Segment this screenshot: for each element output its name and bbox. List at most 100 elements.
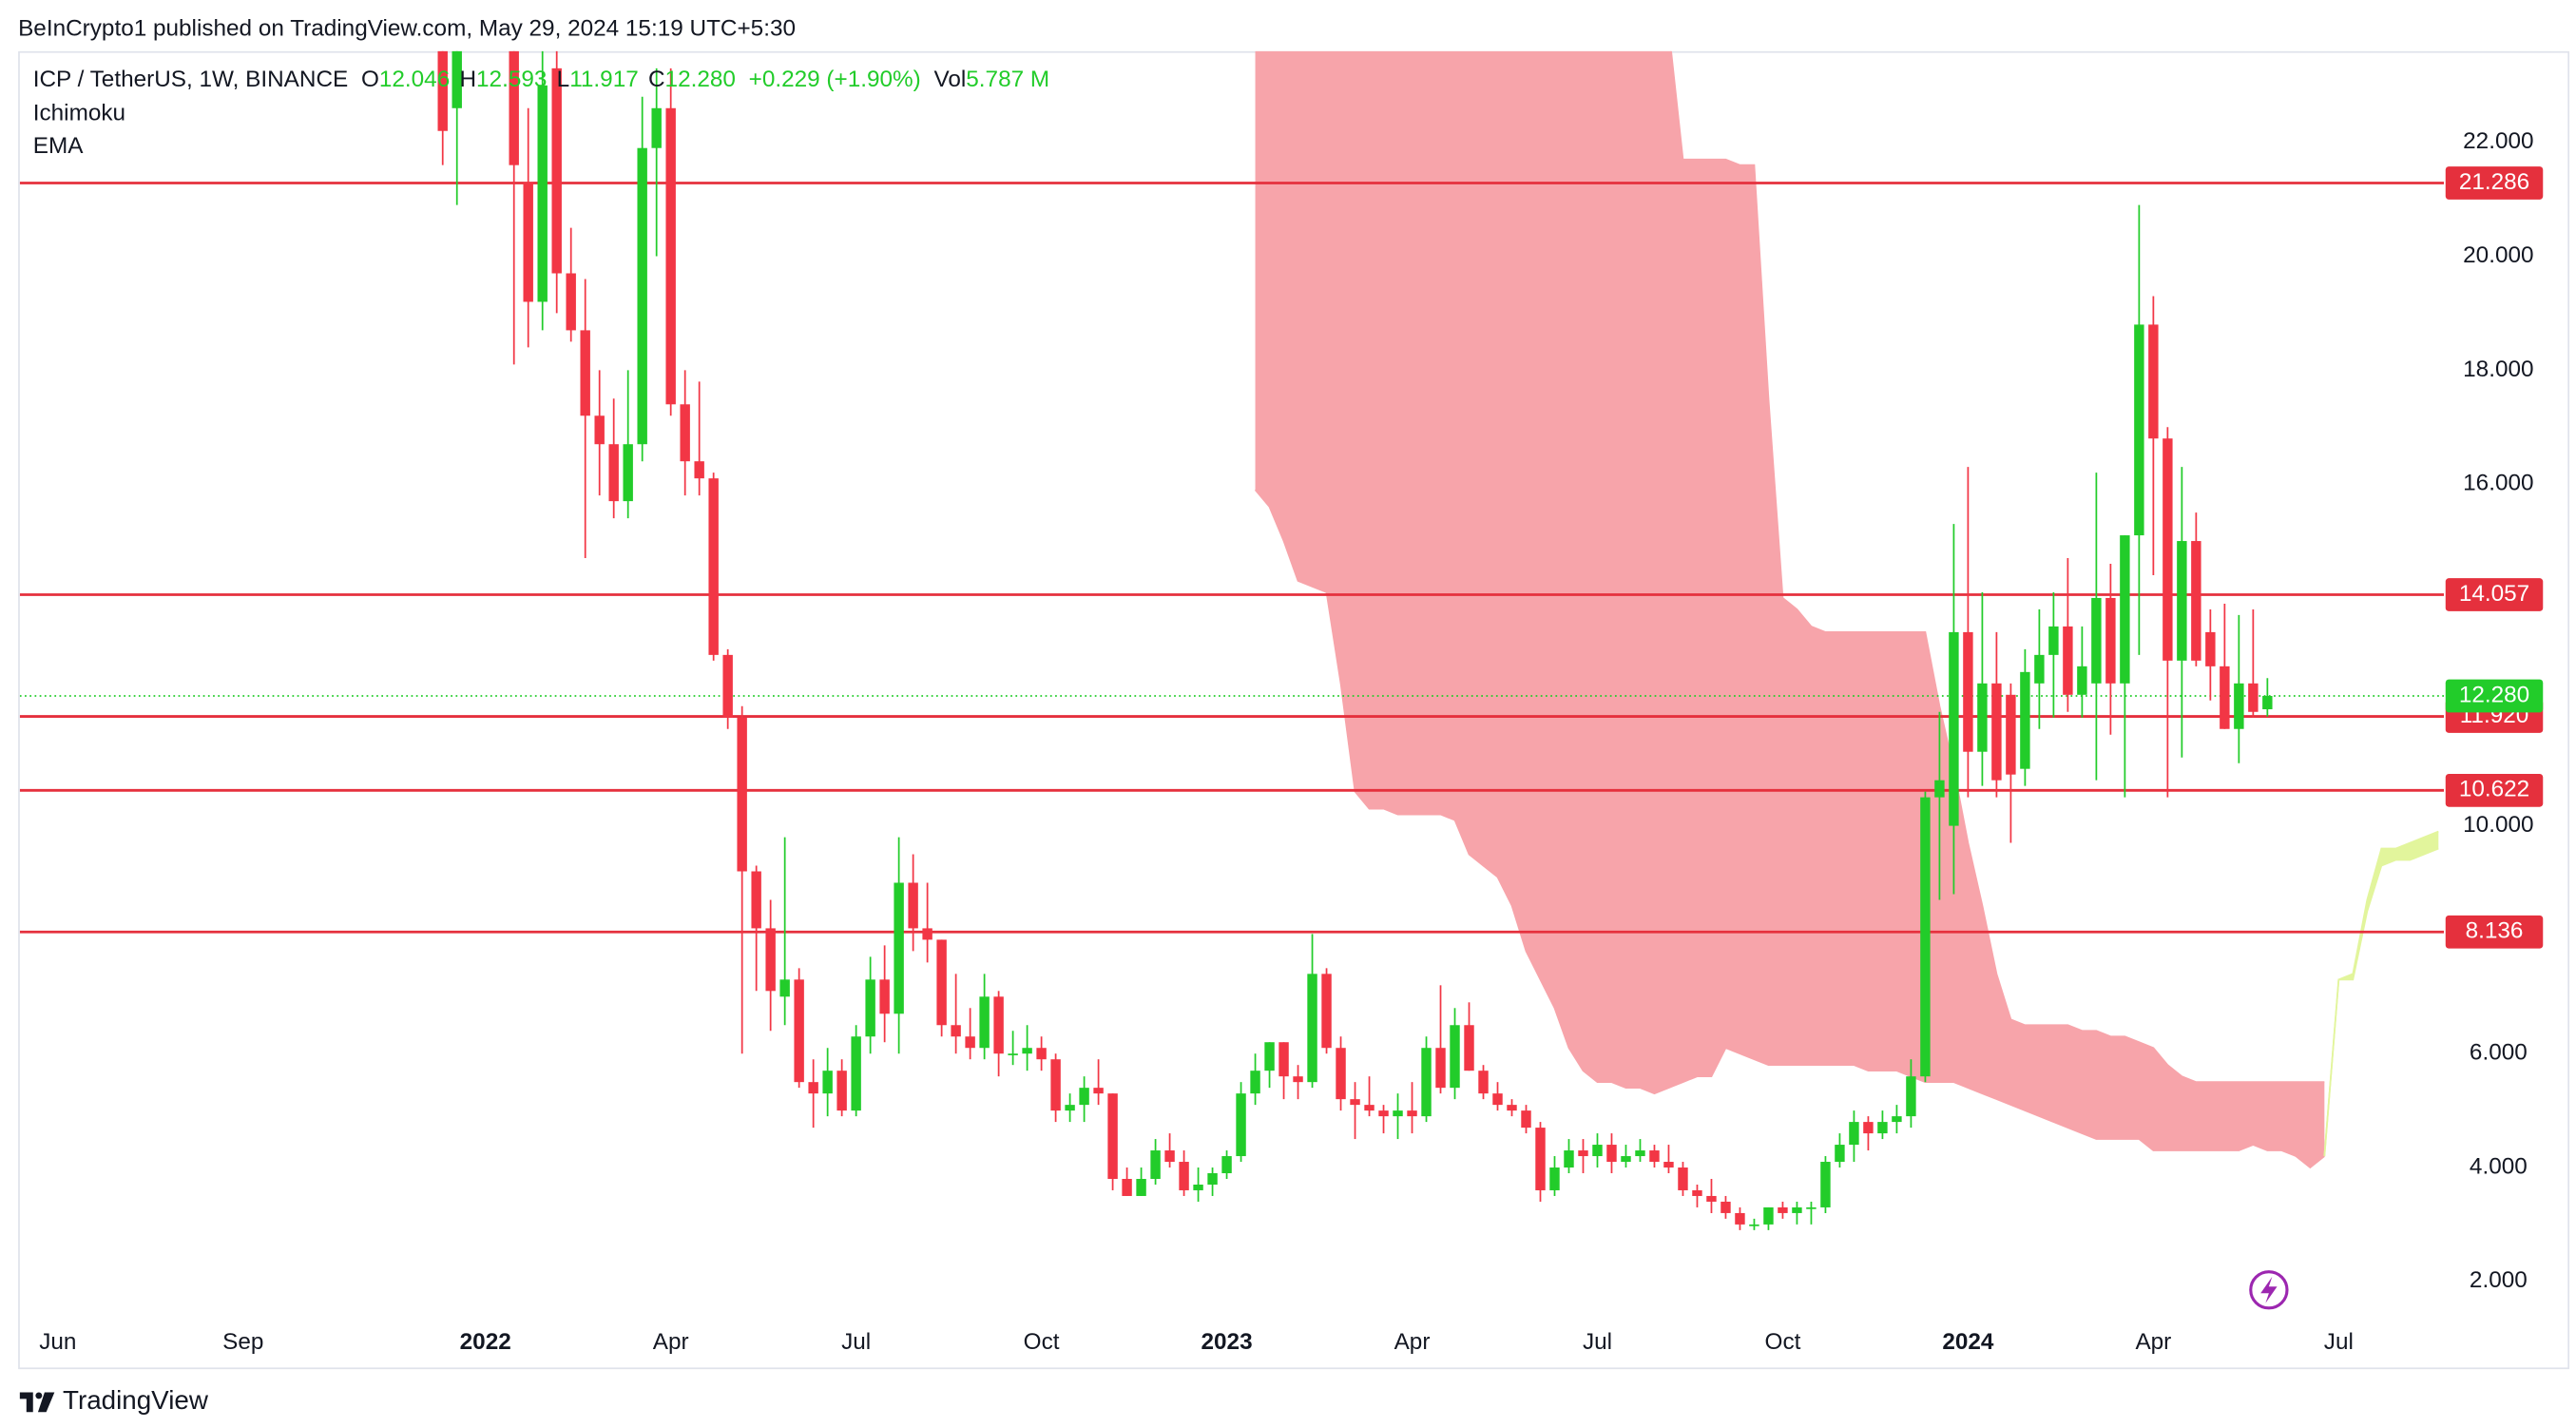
level-label: 10.622 <box>2459 777 2529 802</box>
candle-body <box>737 717 747 872</box>
high-value: 12.593 <box>476 68 547 93</box>
plot-area <box>19 50 2445 1230</box>
candle-body <box>594 415 605 445</box>
candle-body <box>879 979 890 1014</box>
candle-body <box>908 882 918 929</box>
x-tick-label: Jul <box>1583 1329 1612 1355</box>
candle-body <box>1435 1048 1446 1089</box>
candle-body <box>1963 631 1973 752</box>
candle-body <box>1678 1167 1688 1190</box>
close-label: C <box>648 68 665 93</box>
candle-body <box>1564 1150 1574 1168</box>
candle-body <box>1321 974 1332 1049</box>
candle-body <box>2234 683 2244 729</box>
low-label: L <box>557 68 570 93</box>
candle-body <box>2048 626 2059 655</box>
level-tag <box>2445 915 2544 949</box>
candle-body <box>794 979 804 1083</box>
candle-body <box>1507 1105 1517 1111</box>
candle-body <box>2134 324 2144 536</box>
candle-body <box>1036 1048 1047 1060</box>
vol-value: 5.787 M <box>966 68 1049 93</box>
x-tick-label: Sep <box>222 1329 263 1355</box>
candle-body <box>951 1025 961 1037</box>
candle-body <box>1136 1178 1146 1196</box>
candle-body <box>665 107 676 405</box>
candle-body <box>1521 1110 1531 1129</box>
candle-body <box>566 273 576 331</box>
candle-body <box>1892 1116 1902 1123</box>
candle-body <box>1635 1150 1645 1157</box>
icon-ring <box>2249 1270 2289 1310</box>
candle-body <box>1093 1088 1104 1094</box>
last-price-tag <box>2445 679 2544 713</box>
candle-body <box>2163 438 2173 661</box>
candle-body <box>1164 1150 1175 1163</box>
close-value: 12.280 <box>665 68 736 93</box>
candle-body <box>437 50 448 131</box>
candle-body <box>1991 683 2002 781</box>
candle-body <box>1820 1162 1831 1207</box>
candle-body <box>1492 1093 1503 1106</box>
candle-body <box>2220 666 2230 729</box>
x-tick-label: Apr <box>2135 1329 2171 1355</box>
candle-body <box>523 182 533 302</box>
candle-body <box>1450 1025 1460 1089</box>
candle-body <box>1835 1145 1845 1163</box>
candle-body <box>822 1071 833 1094</box>
candle-body <box>1421 1048 1432 1117</box>
candle-body <box>1008 1053 1018 1055</box>
y-tick-label: 10.000 <box>2463 812 2533 838</box>
level-tag <box>2445 773 2544 807</box>
candle-body <box>1549 1167 1560 1190</box>
indicator-label: EMA <box>33 133 84 159</box>
x-tick-label: 2022 <box>460 1329 511 1355</box>
indicator-label: Ichimoku <box>33 100 125 125</box>
candle-body <box>537 85 548 302</box>
candle-body <box>2091 597 2102 684</box>
cloud-edge <box>1254 489 2325 1169</box>
candle-body <box>1150 1150 1161 1179</box>
candle-body <box>1122 1178 1132 1196</box>
candle-body <box>651 107 662 148</box>
icon-bolt <box>2260 1276 2278 1303</box>
symbol: ICP / TetherUS, 1W, BINANCE <box>33 68 348 93</box>
candle-body <box>1264 1042 1275 1071</box>
replay-icon[interactable] <box>2249 1270 2289 1310</box>
candle-body <box>2191 541 2201 661</box>
candle-body <box>1022 1048 1032 1054</box>
candle-body <box>1207 1173 1218 1185</box>
candle-body <box>1906 1076 1916 1117</box>
open-value: 12.046 <box>379 68 450 93</box>
open-label: O <box>361 68 379 93</box>
x-tick-label: Apr <box>653 1329 689 1355</box>
candle-body <box>1606 1145 1617 1163</box>
level-tag <box>2445 166 2544 200</box>
y-tick-label: 18.000 <box>2463 357 2533 382</box>
y-tick-label: 22.000 <box>2463 128 2533 154</box>
candle-body <box>1393 1110 1403 1117</box>
candle-body <box>2006 694 2016 775</box>
y-tick-label: 20.000 <box>2463 242 2533 268</box>
candle-body <box>779 979 790 997</box>
candle-body <box>1236 1093 1246 1157</box>
candle-body <box>1877 1122 1888 1134</box>
x-tick-label: Jun <box>39 1329 76 1355</box>
candle-body <box>1065 1105 1075 1111</box>
candle-body <box>1735 1212 1745 1225</box>
candle-body <box>2248 683 2259 712</box>
x-tick-label: Jul <box>841 1329 871 1355</box>
cloud-edge <box>2323 830 2439 1157</box>
candle-body <box>1578 1150 1588 1157</box>
logo-part <box>35 1392 43 1399</box>
candle-body <box>722 654 733 718</box>
candle-body <box>851 1036 861 1111</box>
y-tick-label: 16.000 <box>2463 471 2533 496</box>
publish-note: BeInCrypto1 published on TradingView.com… <box>18 16 796 42</box>
candle-body <box>1336 1048 1346 1100</box>
candle-body <box>2205 631 2216 666</box>
cloud-edge <box>2323 847 2439 1157</box>
low-value: 11.917 <box>569 68 639 93</box>
candle-body <box>1663 1162 1674 1168</box>
